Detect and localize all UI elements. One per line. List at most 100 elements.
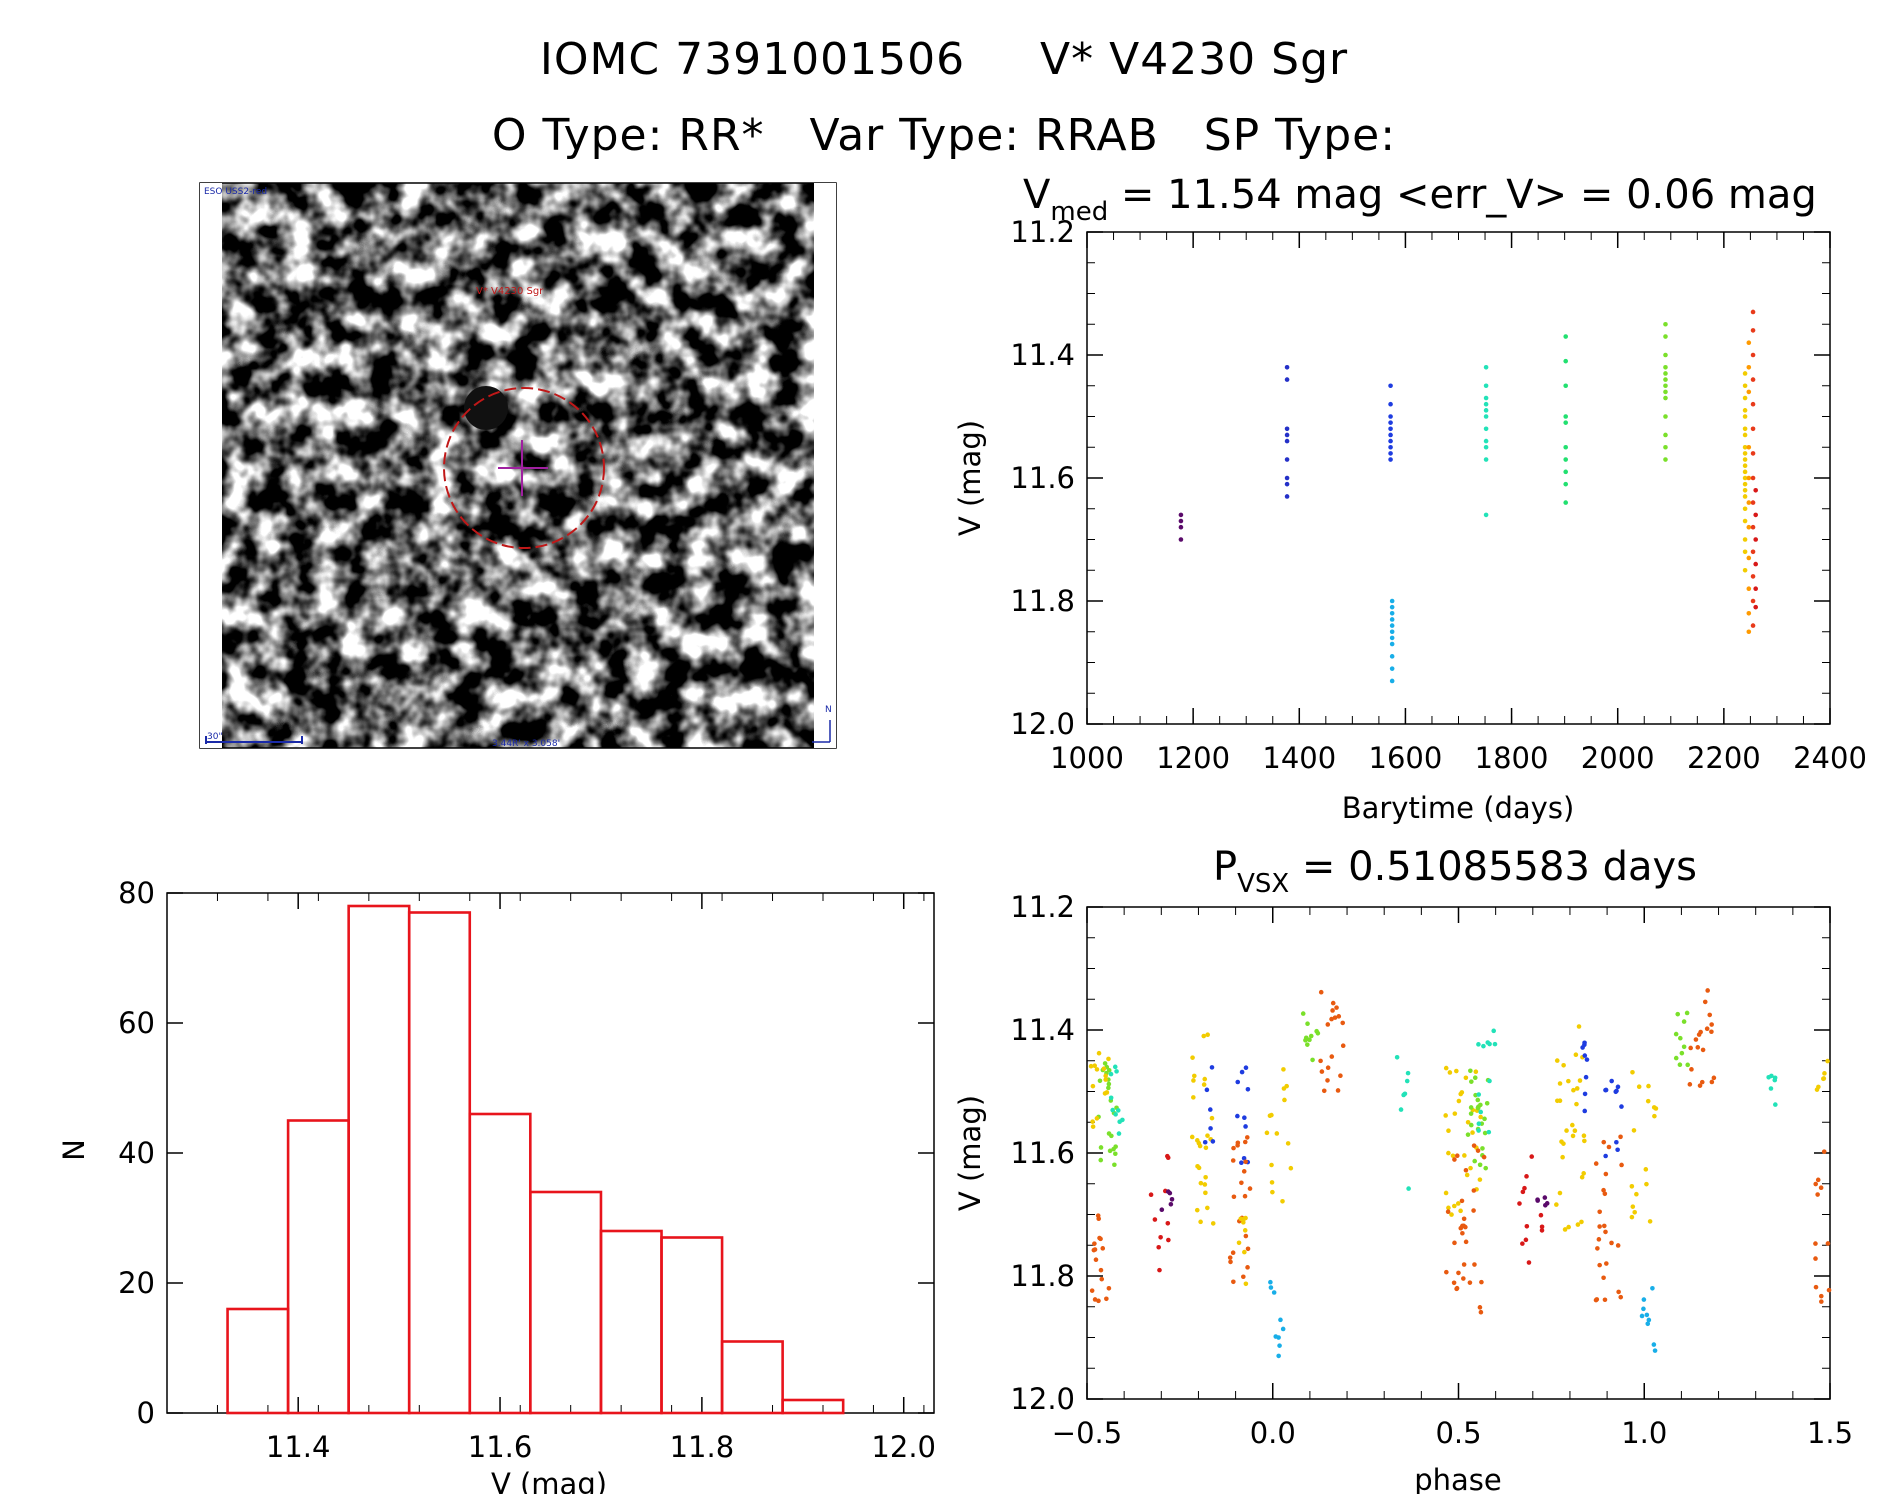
light-curve-point — [1750, 377, 1756, 382]
phased-curve-point — [1099, 1276, 1105, 1282]
phased-curve-point — [1461, 1216, 1467, 1222]
phased-curve-point — [1198, 1180, 1204, 1186]
light-curve-point — [1753, 561, 1758, 567]
light-curve-point — [1663, 334, 1668, 339]
phased-curve-point — [1768, 1086, 1774, 1091]
phased-curve-point — [1482, 1116, 1487, 1122]
phased-curve-point — [1116, 1131, 1122, 1136]
phased-curve-point — [1268, 1279, 1273, 1285]
phased-curve-point — [1603, 1229, 1608, 1235]
phased-curve-point — [1321, 1088, 1327, 1094]
light-curve-point — [1284, 365, 1290, 370]
phased-curve-point — [1609, 1240, 1614, 1246]
phased-curve-point — [1469, 1079, 1474, 1084]
light-curve-point — [1284, 457, 1290, 462]
phased-curve-point — [1166, 1237, 1171, 1243]
phased-curve-point — [1468, 1111, 1474, 1116]
phased-curve-point — [1582, 1108, 1588, 1114]
phased-curve-point — [1268, 1285, 1274, 1290]
phased-curve-point — [1463, 1239, 1469, 1245]
phased-curve-point — [1564, 1128, 1569, 1133]
phased-curve-point — [1450, 1153, 1456, 1159]
phased-curve-point — [1459, 1198, 1465, 1204]
phased-curve-point — [1106, 1081, 1112, 1087]
phased-curve-point — [1103, 1077, 1108, 1082]
phased-curve-point — [1278, 1317, 1283, 1323]
light-curve-point — [1389, 666, 1395, 671]
phased-curve-point — [1487, 1078, 1492, 1084]
finder-survey-label: ESO USS2-red — [204, 187, 267, 197]
light-curve-panel: Vmed = 11.54 mag <err_V> = 0.06 mag 1000… — [953, 172, 1867, 825]
phased-curve-point — [1609, 1078, 1614, 1084]
phased-curve-point — [1636, 1084, 1642, 1090]
phased-curve-point — [1109, 1133, 1114, 1139]
phased-curve-point — [1244, 1135, 1250, 1140]
histogram-bar — [781, 1398, 845, 1415]
phased-curve-point — [1646, 1317, 1652, 1323]
light-curve-ytick-label: 12.0 — [1010, 707, 1075, 741]
phased-curve-point — [1330, 1000, 1336, 1006]
histogram-ytick-label: 40 — [118, 1136, 155, 1170]
phased-curve-point — [1318, 989, 1324, 995]
phased-curve-point — [1679, 1050, 1685, 1056]
phased-curve-point — [1695, 1045, 1701, 1050]
phased-curve-point — [1471, 1143, 1477, 1148]
phased-curve-point — [1821, 1076, 1826, 1082]
light-curve-point — [1663, 377, 1668, 382]
figure-title-line1: IOMC 7391001506 V* V4230 Sgr — [540, 34, 1348, 85]
phased-curve-point — [1092, 1241, 1097, 1246]
phased-curve-point — [1205, 1032, 1210, 1038]
phased-curve-point — [1477, 1162, 1483, 1168]
phased-curve-point — [1247, 1186, 1253, 1191]
phased-curve-point — [1208, 1107, 1213, 1112]
finder-scale-label: 30" — [207, 732, 223, 742]
phased-curve-point — [1822, 1071, 1827, 1076]
phased-curve-point — [1491, 1028, 1497, 1034]
light-curve-point — [1663, 444, 1668, 450]
light-curve-point — [1753, 586, 1758, 591]
phased-curve-point — [1194, 1207, 1200, 1213]
phased-curve-point — [1562, 1227, 1568, 1232]
phased-curve-point — [1593, 1161, 1599, 1166]
phased-curve-point — [1577, 1078, 1583, 1083]
phased-curve-xtick-label: 0.0 — [1250, 1416, 1296, 1450]
phased-curve-point — [1603, 1171, 1609, 1177]
phased-curve-xtick-label: 1.5 — [1807, 1416, 1853, 1450]
phased-curve-point — [1520, 1241, 1525, 1246]
phased-curve-point — [1231, 1145, 1236, 1151]
light-curve-point — [1742, 432, 1748, 438]
phased-curve-point — [1581, 1171, 1586, 1176]
phased-curve-point — [1574, 1086, 1580, 1091]
phased-curve-point — [1104, 1090, 1110, 1095]
phased-curve-point — [1452, 1157, 1457, 1162]
finder-target-label: V* V4230 Sgr — [476, 286, 544, 297]
phased-curve-point — [1684, 1010, 1690, 1016]
light-curve-point — [1750, 352, 1756, 358]
light-curve-point — [1563, 481, 1569, 487]
phased-curve-point — [1338, 1073, 1343, 1079]
phased-curve-point — [1243, 1233, 1249, 1239]
light-curve-point — [1750, 574, 1756, 579]
light-curve-point — [1389, 623, 1395, 628]
light-curve-point — [1563, 334, 1569, 339]
phased-curve-point — [1644, 1181, 1649, 1187]
phased-curve-point — [1615, 1147, 1620, 1153]
phased-curve-point — [1678, 1035, 1683, 1041]
phased-curve-point — [1243, 1215, 1248, 1221]
phased-curve-point — [1107, 1148, 1113, 1154]
phased-curve-point — [1523, 1237, 1529, 1243]
phased-curve-point — [1606, 1144, 1612, 1150]
light-curve-ytick-label: 11.8 — [1010, 584, 1075, 618]
phased-curve-point — [1477, 1177, 1483, 1182]
light-curve-point — [1742, 488, 1748, 493]
phased-curve-point — [1704, 1026, 1710, 1032]
phased-curve-point — [1689, 1067, 1694, 1072]
phased-curve-point — [1245, 1265, 1250, 1270]
light-curve-point — [1742, 444, 1748, 450]
histogram-ytick-label: 60 — [118, 1006, 155, 1040]
phased-curve-point — [1560, 1154, 1565, 1160]
phased-curve-point — [1597, 1224, 1602, 1229]
phased-curve-point — [1651, 1342, 1657, 1347]
phased-curve-point — [1398, 1107, 1404, 1112]
phased-curve-point — [1165, 1220, 1171, 1226]
